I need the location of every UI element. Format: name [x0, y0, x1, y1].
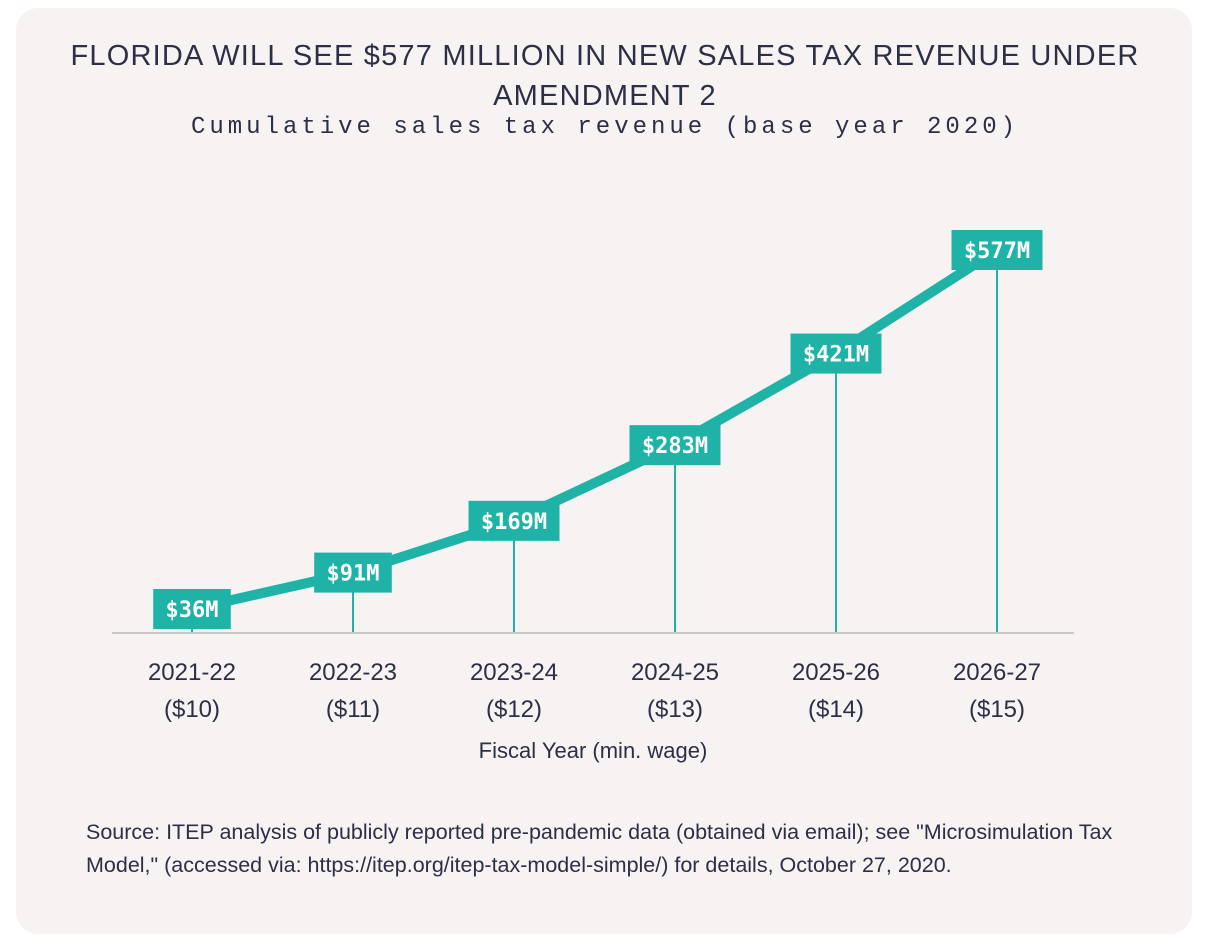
- data-label-box: [314, 552, 392, 593]
- data-label-text: $169M: [481, 510, 547, 535]
- data-label-text: $91M: [327, 562, 380, 587]
- x-tick-label: 2024-25: [631, 659, 719, 686]
- data-label-box: [951, 230, 1043, 270]
- data-label: $91M: [314, 552, 392, 593]
- drop-lines: [191, 250, 998, 633]
- x-tick-sublabel: ($14): [808, 696, 864, 723]
- x-tick-label: 2026-27: [953, 659, 1041, 686]
- x-axis-title: Fiscal Year (min. wage): [479, 738, 708, 763]
- data-labels: $36M $91M $169M $283M $421M $577M: [153, 230, 1043, 629]
- data-label-box: [790, 333, 882, 374]
- source-note: Source: ITEP analysis of publicly report…: [86, 820, 1113, 877]
- series-line: [190, 245, 1000, 614]
- data-label-box: [153, 589, 231, 629]
- chart-subtitle: Cumulative sales tax revenue (base year …: [190, 114, 1020, 141]
- x-axis-ticks: 2021-22 ($10) 2022-23 ($11) 2023-24 ($12) 2024…: [148, 659, 1041, 723]
- data-label: $283M: [629, 425, 721, 466]
- data-label: $36M: [153, 589, 231, 629]
- data-label-text: $421M: [803, 343, 869, 368]
- chart-title: FLORIDA WILL SEE $577 MILLION IN NEW SAL…: [70, 40, 1140, 112]
- x-tick-sublabel: ($12): [486, 696, 542, 723]
- data-label-text: $36M: [166, 598, 219, 623]
- line-chart: $36M $91M $169M $283M $421M $577M 2021-22 ($10…: [112, 230, 1074, 763]
- x-tick-label: 2022-23: [309, 659, 397, 686]
- data-label: $421M: [790, 333, 882, 374]
- x-tick-sublabel: ($15): [969, 696, 1025, 723]
- data-label: $577M: [951, 230, 1043, 270]
- x-tick-label: 2023-24: [470, 659, 558, 686]
- data-label-text: $577M: [964, 239, 1030, 264]
- data-label-box: [629, 425, 721, 466]
- data-label: $169M: [468, 500, 560, 541]
- x-tick-sublabel: ($10): [164, 696, 220, 723]
- x-tick-sublabel: ($11): [326, 696, 380, 723]
- data-label-text: $283M: [642, 434, 708, 459]
- data-label-box: [468, 500, 560, 541]
- x-tick-label: 2025-26: [792, 659, 880, 686]
- x-tick-label: 2021-22: [148, 659, 236, 686]
- x-tick-sublabel: ($13): [647, 696, 703, 723]
